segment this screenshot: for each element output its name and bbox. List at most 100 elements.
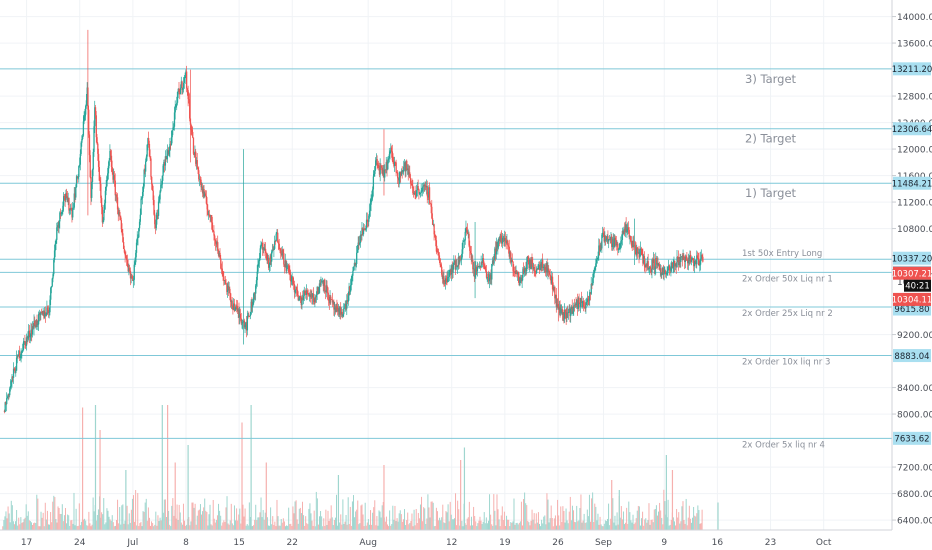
volume-bar [411, 513, 413, 530]
volume-bar [381, 505, 383, 530]
candle-body [510, 252, 512, 263]
volume-spike [671, 470, 674, 530]
candle-body [665, 270, 667, 275]
volume-bar [443, 522, 445, 530]
candle-body [446, 278, 448, 282]
candle-body [116, 197, 119, 210]
candle-body [252, 298, 255, 305]
candle-body [498, 238, 500, 243]
volume-bar [63, 515, 65, 530]
candle-body [361, 227, 363, 236]
volume-bar [182, 503, 184, 530]
volume-bar [496, 494, 498, 530]
candle-body [424, 185, 426, 187]
volume-bar [267, 525, 269, 530]
volume-spike [94, 405, 97, 530]
level-label: 2x Order 50x Liq nr 1 [742, 274, 833, 284]
volume-bar [347, 497, 349, 530]
candle-body [699, 264, 701, 266]
candle-body [375, 160, 377, 167]
volume-bars [2, 405, 719, 530]
candle-body [492, 260, 494, 264]
price-tick-label: 8400.00 [897, 384, 932, 394]
candle-body [299, 295, 301, 299]
volume-bar [194, 503, 196, 530]
candle-body [165, 156, 167, 160]
candle-body [25, 341, 27, 346]
volume-bar [135, 490, 137, 530]
candle-body [144, 161, 147, 172]
volume-bar [342, 499, 344, 530]
candle-body [617, 243, 619, 251]
candle-body [201, 186, 204, 194]
level-price-tag: 7633.62 [894, 435, 929, 445]
volume-bar [430, 501, 432, 530]
volume-bar [583, 513, 585, 530]
candle-body [370, 199, 372, 205]
volume-bar [213, 518, 215, 530]
candle-body [342, 314, 344, 317]
candle-body [210, 215, 212, 216]
candle-body [248, 315, 250, 317]
candle-body [9, 388, 11, 396]
volume-bar [429, 517, 431, 530]
candle-body [238, 309, 240, 318]
candle-body [624, 228, 626, 232]
candle-body [173, 112, 176, 127]
candle-body [523, 268, 525, 273]
candle-body [596, 257, 598, 260]
volume-spike [463, 447, 466, 530]
volume-bar [570, 520, 572, 530]
volume-bar [240, 523, 242, 530]
candle-body [570, 309, 572, 317]
candle-body [463, 240, 466, 242]
candle-body [104, 190, 107, 204]
candle-body [406, 160, 408, 171]
candle-body [296, 286, 298, 290]
candle-body [241, 322, 243, 324]
candle-body [44, 312, 47, 317]
candle-body [318, 283, 321, 294]
time-axis[interactable]: 17 24 Jul 8 15 22 Aug 12 19 26 Sep 9 16 23 Oct [21, 538, 832, 548]
candle-body [124, 252, 126, 256]
volume-bar [260, 497, 262, 530]
candle-body [191, 129, 193, 132]
candle-body [377, 164, 379, 166]
candle-body [303, 290, 305, 296]
volume-bar [196, 515, 198, 530]
candle-body [566, 312, 568, 319]
volume-bar [371, 524, 373, 530]
volume-bar [184, 520, 186, 530]
volume-bar [207, 525, 209, 530]
candle-body [472, 268, 475, 270]
volume-bar [384, 521, 386, 530]
volume-bar [462, 526, 464, 530]
volume-bar [376, 516, 378, 530]
candle-body [154, 214, 156, 225]
candle-body [583, 300, 585, 307]
candle-body [95, 115, 97, 138]
volume-bar [498, 519, 500, 530]
candle-body [10, 381, 12, 386]
candle-body [193, 153, 195, 155]
volume-bar [504, 525, 506, 530]
candle-body [64, 197, 66, 201]
candle-body [356, 249, 359, 253]
candle-body [501, 237, 503, 244]
volume-bar [553, 518, 555, 530]
candle-body [523, 270, 526, 273]
candle-body [397, 172, 399, 179]
candle-body [333, 301, 335, 310]
candle-body [243, 320, 245, 328]
candle-body [338, 308, 340, 315]
candle-body [636, 247, 638, 255]
candle-body [105, 186, 107, 191]
volume-bar [582, 520, 584, 530]
volume-bar [690, 522, 692, 530]
volume-bar [118, 523, 120, 530]
candle-body [184, 76, 186, 78]
candle-body [371, 189, 374, 198]
